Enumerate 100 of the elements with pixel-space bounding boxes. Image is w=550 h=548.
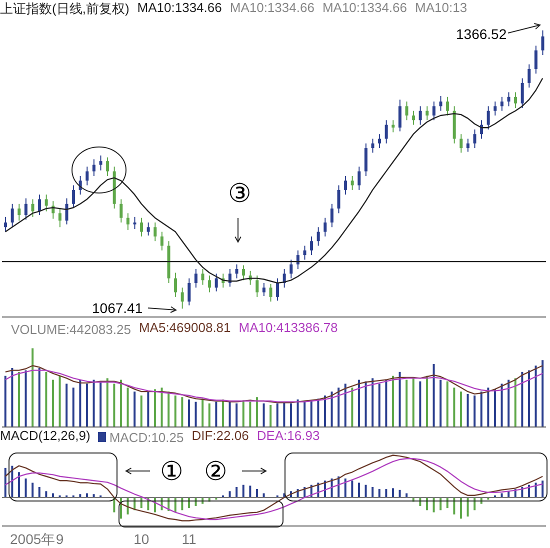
bar: [528, 370, 530, 427]
bar: [296, 399, 299, 427]
bar: [79, 380, 82, 427]
candlestick: [446, 96, 450, 116]
candlestick: [4, 216, 8, 232]
annotation: 1067.41: [92, 300, 143, 316]
text: DIF:22.06: [192, 428, 249, 445]
bar: [24, 478, 27, 498]
bar: [215, 402, 218, 427]
candlestick: [86, 166, 89, 186]
bar: [242, 400, 244, 427]
text: MA10:1334.66: [230, 0, 314, 17]
candlestick: [378, 134, 382, 149]
candlestick: [358, 166, 361, 190]
bar: [38, 368, 40, 427]
bar: [324, 396, 326, 427]
bar: [45, 491, 48, 498]
bar: [317, 398, 320, 427]
bar: [385, 380, 388, 427]
bar: [174, 396, 176, 427]
bar: [412, 378, 414, 427]
candlestick: [188, 278, 191, 306]
candlestick: [18, 203, 21, 222]
bar: [453, 388, 456, 427]
bar: [364, 484, 367, 498]
bar: [372, 378, 374, 427]
bar: [249, 402, 252, 427]
text: MA10:1334.66: [137, 0, 222, 17]
bar: [242, 484, 244, 498]
candlestick: [439, 95, 442, 112]
bar: [460, 392, 462, 427]
bar: [58, 376, 61, 427]
bar: [134, 392, 136, 427]
bar: [358, 380, 360, 427]
candlestick: [466, 138, 470, 152]
legend-label: MACD:10.25: [108, 428, 184, 446]
bar: [392, 376, 394, 427]
candlestick: [290, 259, 293, 279]
text: DEA:16.93: [256, 428, 320, 445]
bar: [4, 468, 6, 498]
candlestick: [99, 155, 102, 171]
candlestick: [528, 64, 531, 88]
bar: [106, 378, 108, 427]
bar: [304, 401, 306, 427]
bar: [385, 489, 388, 498]
candlestick: [432, 101, 436, 121]
bar: [222, 399, 224, 427]
candlestick: [65, 198, 68, 225]
candlestick: [235, 264, 238, 279]
candlestick: [160, 231, 164, 251]
candlestick: [310, 236, 314, 256]
bar: [202, 398, 204, 427]
annotation: ①: [160, 456, 183, 487]
candlestick: [120, 198, 123, 223]
candlestick: [214, 273, 218, 292]
candlestick: [534, 45, 538, 74]
bar: [508, 380, 510, 427]
candlestick: [180, 287, 184, 310]
candlestick: [92, 158, 96, 176]
bar: [534, 482, 537, 498]
candlestick: [140, 217, 144, 237]
bar: [160, 388, 163, 427]
bar: [446, 381, 448, 427]
bar: [228, 401, 231, 427]
text: MA10:13: [415, 0, 468, 17]
bar: [310, 400, 312, 427]
bar: [351, 388, 354, 427]
bar: [126, 388, 129, 427]
annotation: ②: [204, 456, 227, 487]
bar: [283, 402, 286, 427]
bar: [440, 380, 442, 427]
bar: [86, 384, 88, 427]
candlestick: [276, 278, 280, 302]
candlestick: [426, 106, 429, 121]
candlestick: [384, 120, 388, 144]
bar: [208, 403, 210, 427]
candlestick: [412, 110, 416, 126]
bar: [18, 472, 20, 498]
bar: [419, 381, 422, 427]
bar: [72, 388, 74, 427]
bar: [460, 498, 462, 519]
candlestick: [473, 128, 476, 149]
bar: [398, 490, 401, 498]
x-tick-label: 9: [56, 530, 64, 547]
bar: [256, 489, 258, 498]
candlestick: [174, 272, 178, 298]
bar: [378, 384, 380, 427]
bar: [11, 368, 14, 427]
text: MA5:469008.81: [138, 320, 231, 337]
bar: [500, 384, 503, 427]
candlestick: [486, 106, 490, 130]
candlestick: [398, 99, 402, 132]
annotation: ③: [228, 178, 251, 209]
candlestick: [392, 120, 395, 133]
candlestick: [344, 175, 348, 196]
bar: [521, 372, 524, 427]
candlestick: [316, 226, 320, 246]
bar: [330, 392, 333, 427]
bar: [344, 384, 346, 427]
candlestick: [228, 268, 232, 288]
